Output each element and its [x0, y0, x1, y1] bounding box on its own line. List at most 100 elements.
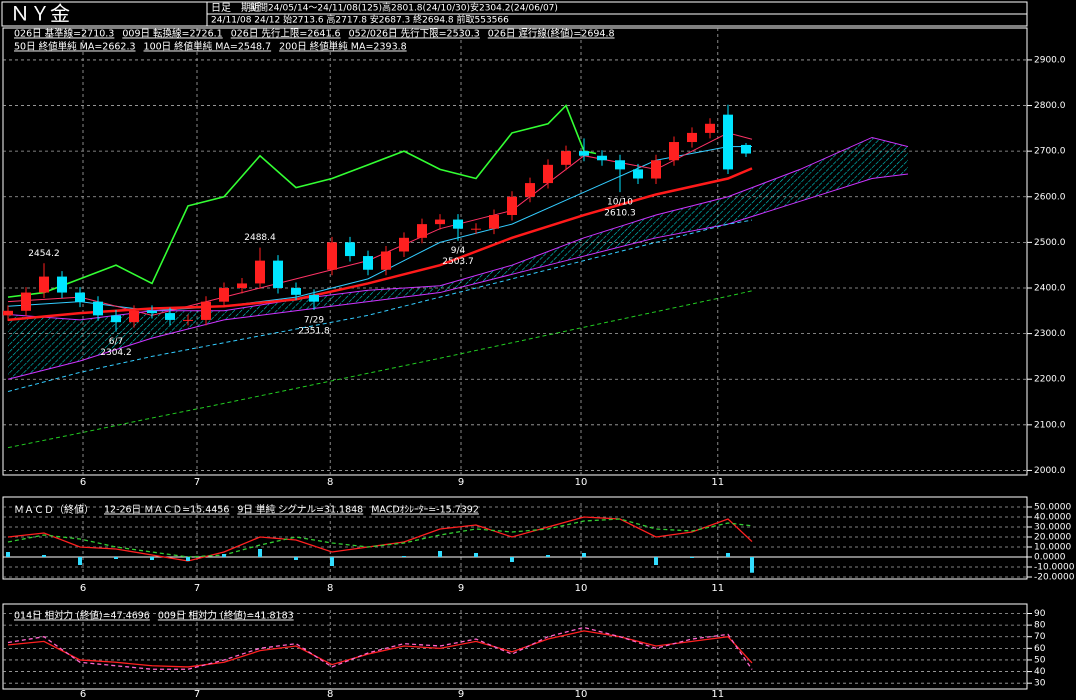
annotation: 2503.7 [442, 257, 474, 267]
legend-entry: 052/026日 先行下限=2530.3 [349, 28, 480, 40]
candle-body [291, 287, 301, 295]
histogram-bar [654, 557, 658, 565]
candle-body [147, 310, 157, 314]
histogram-bar [6, 552, 10, 557]
candle-body [561, 151, 571, 165]
x-tick-label: 6 [80, 583, 86, 594]
candle-body [615, 160, 625, 170]
legend-entry: MACDｵｼﾚｰﾀｰ=-15.7392 [371, 505, 479, 516]
series-line [7, 167, 753, 322]
y-tick-label: 30.0000 [1034, 523, 1071, 533]
histogram-bar [474, 553, 478, 557]
y-tick-label: 2700.0 [1034, 147, 1066, 157]
y-tick-label: 2300.0 [1034, 329, 1066, 339]
histogram-bar [726, 553, 730, 557]
candle-body [363, 256, 373, 270]
y-tick-label: 50 [1034, 655, 1046, 665]
y-tick-label: 50.0000 [1034, 503, 1071, 513]
panel-frame [2, 27, 1028, 476]
y-tick-label: 90 [1034, 609, 1046, 619]
series-line [7, 219, 753, 393]
histogram-bar [258, 549, 262, 557]
y-tick-label: 0.0000 [1034, 553, 1066, 563]
candle-body [129, 310, 139, 323]
y-tick-label: 70 [1034, 632, 1046, 642]
candle-body [219, 287, 229, 302]
histogram-bar [582, 553, 586, 557]
y-tick-label: 2800.0 [1034, 101, 1066, 111]
histogram-bar [330, 557, 334, 566]
candle-body [453, 219, 463, 229]
legend-entry: 12-26日 ＭＡＣＤ=15.4456 [104, 505, 229, 516]
y-tick-label: 60 [1034, 644, 1046, 654]
legend-entry: 50日 終値単純 MA=2662.3 [14, 41, 136, 53]
series-line [7, 518, 753, 558]
y-tick-label: -20.0000 [1034, 573, 1075, 583]
legend-entry: 9日 単純 シグナル=31.1848 [237, 504, 363, 516]
series-line [7, 104, 597, 298]
legend-entry: 026日 先行上限=2641.6 [231, 28, 341, 40]
candle-body [633, 169, 643, 179]
panel-frame [2, 603, 1028, 690]
x-tick-label: 7 [194, 689, 200, 700]
x-tick-label: 9 [458, 689, 464, 700]
candle-body [345, 242, 355, 257]
histogram-bar [690, 557, 694, 558]
histogram-bar [510, 557, 514, 562]
y-tick-label: 30 [1034, 679, 1046, 689]
annotation: 6/7 [109, 337, 123, 347]
candle-body [93, 301, 103, 316]
x-tick-label: 10 [575, 689, 588, 700]
y-tick-label: 80 [1034, 621, 1046, 631]
candle-body [417, 224, 427, 238]
x-tick-label: 9 [458, 583, 464, 594]
annotation: 10/10 [607, 198, 633, 208]
y-tick-label: 10.0000 [1034, 543, 1071, 553]
candle-body [741, 144, 751, 154]
histogram-bar [438, 551, 442, 557]
candle-body [489, 215, 499, 229]
candle-body [399, 237, 409, 252]
x-tick-label: 10 [575, 477, 588, 488]
panel-frame [2, 496, 1028, 580]
histogram-bar [78, 557, 82, 565]
x-tick-label: 7 [194, 583, 200, 594]
histogram-bar [42, 555, 46, 557]
legend-entry: 009日 相対力 (終値)=41.8183 [158, 610, 294, 622]
candle-body [543, 164, 553, 184]
annotation: 2351.8 [298, 326, 330, 336]
x-tick-label: 11 [711, 689, 724, 700]
legend-entry: 100日 終値単純 MA=2548.7 [144, 41, 272, 53]
histogram-bar [222, 554, 226, 557]
annotation: 2610.3 [604, 209, 636, 219]
candle-body [273, 260, 283, 288]
candle-body [435, 219, 445, 225]
series-line [7, 290, 753, 449]
annotation: 2304.2 [100, 348, 132, 358]
candle-body [579, 151, 589, 156]
series-line [7, 630, 753, 668]
legend-entry: 009日 転換線=2726.1 [122, 28, 222, 40]
header-mode: 日足 期近 [211, 1, 261, 14]
x-tick-label: 8 [327, 689, 333, 700]
histogram-bar [186, 557, 190, 561]
x-tick-label: 9 [458, 477, 464, 488]
candle-body [471, 228, 481, 230]
histogram-bar [546, 555, 550, 557]
y-tick-label: 2600.0 [1034, 192, 1066, 202]
candle-body [237, 283, 247, 288]
candle-body [111, 315, 121, 323]
series-line [7, 136, 909, 321]
legend-entry: 200日 終値単純 MA=2393.8 [279, 41, 407, 53]
annotation: 2488.4 [244, 233, 276, 243]
annotation: 7/29 [304, 315, 324, 325]
histogram-bar [114, 557, 118, 559]
y-tick-label: -10.0000 [1034, 563, 1075, 573]
series-line [7, 626, 753, 670]
x-tick-label: 7 [194, 477, 200, 488]
x-tick-label: 10 [575, 583, 588, 594]
x-tick-label: 8 [327, 583, 333, 594]
candle-body [39, 276, 49, 293]
candle-body [651, 160, 661, 179]
